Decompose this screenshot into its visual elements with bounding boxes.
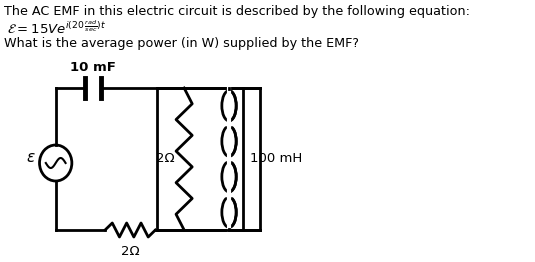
Text: 100 mH: 100 mH	[250, 152, 302, 166]
Text: $\mathcal{E} = 15Ve^{i(20\,\frac{rad}{sec})t}$: $\mathcal{E} = 15Ve^{i(20\,\frac{rad}{se…	[7, 19, 106, 37]
Text: ε: ε	[27, 150, 35, 166]
Text: 10 mF: 10 mF	[71, 61, 116, 74]
Text: 2Ω: 2Ω	[121, 245, 140, 258]
Text: The AC EMF in this electric circuit is described by the following equation:: The AC EMF in this electric circuit is d…	[4, 5, 470, 18]
Text: 2Ω: 2Ω	[156, 152, 174, 166]
Text: What is the average power (in W) supplied by the EMF?: What is the average power (in W) supplie…	[4, 37, 358, 50]
